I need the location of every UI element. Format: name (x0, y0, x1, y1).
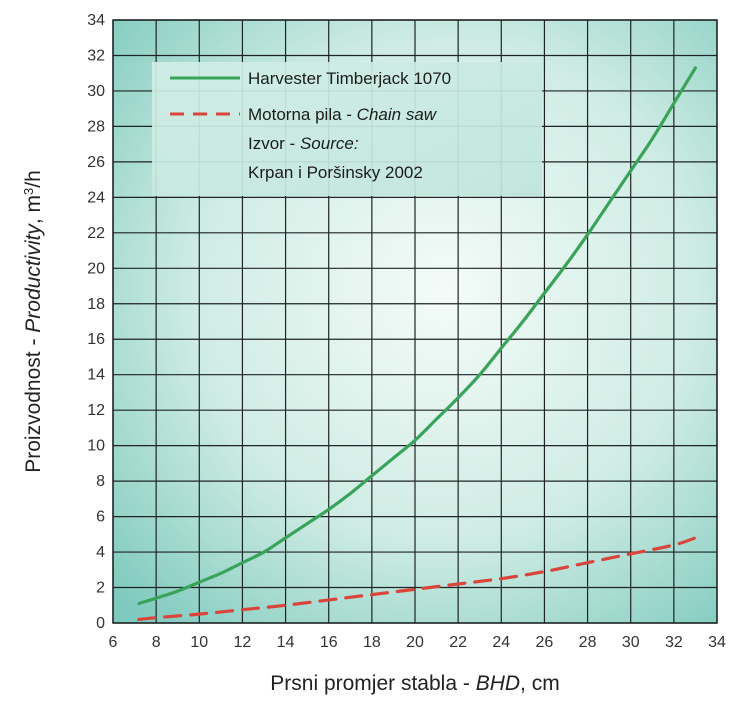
x-axis-title-prefix: Prsni promjer stabla - (270, 672, 475, 695)
x-tick-label: 20 (406, 634, 424, 651)
y-tick-label: 34 (87, 12, 105, 29)
x-axis-title-italic: BHD (476, 672, 520, 695)
y-tick-label: 6 (96, 509, 105, 526)
y-tick-label: 12 (87, 402, 105, 419)
y-tick-label: 2 (96, 580, 105, 597)
x-tick-label: 14 (277, 634, 295, 651)
legend-source-label: Izvor - Source: (248, 134, 359, 153)
y-tick-label: 32 (87, 47, 105, 64)
x-tick-label: 8 (152, 634, 161, 651)
x-tick-label: 30 (622, 634, 640, 651)
plot-frame (112, 19, 718, 624)
x-tick-label: 10 (190, 634, 208, 651)
y-tick-label: 24 (87, 189, 105, 206)
y-axis-title-suffix2: /h (22, 170, 45, 188)
legend-label-harvester: Harvester Timberjack 1070 (248, 69, 451, 88)
y-tick-label: 20 (87, 260, 105, 277)
y-tick-label: 26 (87, 154, 105, 171)
x-tick-label: 12 (234, 634, 252, 651)
series-layer (137, 66, 698, 622)
y-tick-label: 8 (96, 473, 105, 490)
y-tick-label: 18 (87, 296, 105, 313)
series-line-chain-saw (137, 536, 698, 622)
legend-label-chain-saw: Motorna pila - Chain saw (248, 105, 438, 124)
legend-label-chain-saw-italic: Chain saw (357, 105, 438, 124)
y-axis-title: Proizvodnost - Productivity, m3/h (21, 170, 46, 473)
y-tick-label: 0 (96, 615, 105, 632)
legend-source-label-italic: Source: (300, 134, 359, 153)
x-axis-tick-labels: 6 8 10 12 14 16 18 20 22 24 26 28 30 32 34 (109, 634, 726, 651)
y-axis-title-suffix: , m (22, 195, 45, 224)
x-tick-label: 24 (492, 634, 510, 651)
x-tick-label: 22 (449, 634, 467, 651)
y-axis-title-italic: Productivity (22, 223, 45, 333)
x-tick-label: 34 (708, 634, 726, 651)
x-tick-label: 28 (579, 634, 597, 651)
y-tick-label: 14 (87, 367, 105, 384)
legend-source-citation: Krpan i Poršinsky 2002 (248, 163, 423, 182)
y-tick-label: 30 (87, 83, 105, 100)
y-tick-label: 28 (87, 118, 105, 135)
x-tick-label: 26 (536, 634, 554, 651)
y-tick-label: 10 (87, 438, 105, 455)
x-tick-label: 6 (109, 634, 118, 651)
y-axis-title-prefix: Proizvodnost - (22, 333, 45, 473)
x-axis-title: Prsni promjer stabla - BHD, cm (270, 672, 559, 695)
legend-label-chain-saw-plain: Motorna pila - (248, 105, 357, 124)
y-tick-label: 16 (87, 331, 105, 348)
legend-box (152, 62, 542, 196)
legend-source-label-plain: Izvor - (248, 134, 300, 153)
y-tick-label: 4 (96, 544, 105, 561)
x-tick-label: 16 (320, 634, 338, 651)
y-tick-label: 22 (87, 225, 105, 242)
x-axis-title-suffix: , cm (520, 672, 560, 695)
x-tick-label: 32 (665, 634, 683, 651)
x-tick-label: 18 (363, 634, 381, 651)
legend: Harvester Timberjack 1070 Motorna pila -… (152, 62, 542, 196)
y-axis-title-superscript: 3 (21, 188, 36, 195)
